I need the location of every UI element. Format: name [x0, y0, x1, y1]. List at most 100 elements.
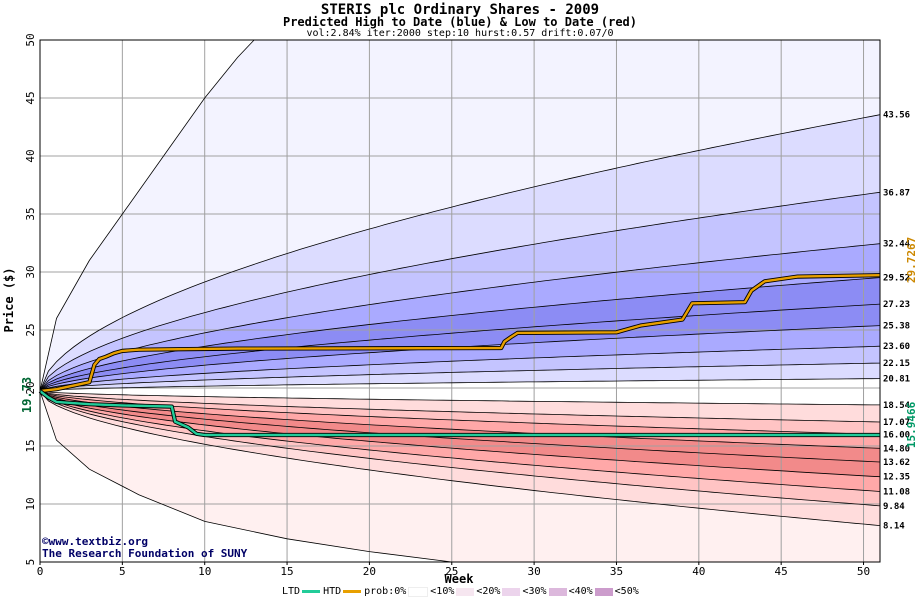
right-label: 12.35	[883, 473, 910, 483]
upper-envelope-1	[39, 191, 881, 392]
series-lines	[38, 273, 881, 438]
x-tick-label: 20	[363, 565, 376, 578]
lower-band-1	[40, 391, 880, 435]
y-tick-label: 40	[24, 149, 37, 162]
right-label: 17.07	[883, 418, 910, 428]
lower-envelope-4	[39, 390, 881, 463]
right-labels: 43.56 36.87 32.44 29.52 27.23 25.38 23.60 22.15…	[883, 111, 911, 532]
right-label: 20.81	[883, 375, 910, 385]
y-tick-label: 5	[24, 559, 37, 566]
legend-30-label: <30%	[522, 586, 547, 597]
credit-organization: The Research Foundation of SUNY	[42, 547, 248, 560]
legend-40-label: <40%	[568, 586, 593, 597]
x-tick-label: 40	[692, 565, 705, 578]
y-tick-label: 35	[24, 207, 37, 220]
plot-frame	[39, 39, 881, 563]
legend: LTD HTD prob:0% <10% <20% <30% <40% <50%	[282, 586, 639, 597]
lower-envelope-6	[39, 390, 881, 492]
probability-bands	[40, 40, 880, 562]
axes	[39, 39, 881, 563]
x-tick-label: 15	[280, 565, 293, 578]
legend-prob-label: prob:0%	[364, 586, 407, 597]
center-band	[40, 378, 880, 405]
current-low-label: 15.9466	[905, 401, 918, 448]
lower-envelope-0	[39, 390, 880, 406]
upper-band-0	[40, 114, 880, 392]
right-label: 22.15	[883, 359, 910, 369]
lower-envelope-7	[39, 390, 881, 507]
right-label: 29.52	[883, 274, 910, 284]
right-label: 11.08	[883, 487, 910, 497]
legend-30-swatch	[548, 587, 567, 596]
upper-band-4	[40, 304, 880, 392]
legend-10-swatch	[456, 587, 475, 596]
upper-envelope-0	[39, 114, 881, 392]
upper-band-7	[40, 363, 880, 392]
x-tick-label: 50	[857, 565, 870, 578]
outer-upper-curve	[39, 39, 255, 392]
start-price-label: 19.73	[20, 377, 34, 413]
upper-band-3	[40, 277, 880, 392]
outer-upper-band	[40, 40, 880, 392]
x-tick-label: 10	[198, 565, 211, 578]
lower-envelope-2	[39, 390, 881, 435]
legend-50-label: <50%	[614, 586, 639, 597]
legend-20-label: <20%	[476, 586, 501, 597]
lower-envelope-1	[39, 390, 881, 423]
legend-ltd-label: LTD	[282, 586, 301, 597]
right-label: 23.60	[883, 342, 910, 352]
x-tick-label: 45	[775, 565, 788, 578]
right-label: 27.23	[883, 300, 910, 310]
x-tick-label: 30	[527, 565, 540, 578]
legend-prob0-swatch	[408, 586, 429, 597]
lower-envelope-3	[39, 390, 881, 449]
upper-band-6	[40, 346, 880, 392]
y-tick-label: 20	[24, 381, 37, 394]
upper-envelope-8	[39, 378, 881, 392]
upper-envelope-7	[39, 362, 881, 392]
x-tick-label: 25	[445, 565, 458, 578]
chart-parameters: vol:2.84% iter:2000 step:10 hurst:0.57 d…	[306, 28, 614, 39]
y-tick-label: 10	[24, 497, 37, 510]
outer-lower-band	[40, 391, 880, 562]
y-tick-label: 45	[24, 91, 37, 104]
right-label: 25.38	[883, 322, 910, 332]
legend-10-label: <10%	[430, 586, 455, 597]
y-tick-label: 25	[24, 323, 37, 336]
lower-band-5	[40, 391, 880, 492]
upper-envelope-2	[39, 243, 881, 392]
htd-line	[39, 274, 881, 393]
credit-website: ©www.textbiz.org	[42, 535, 148, 548]
y-tick-label: 30	[24, 265, 37, 278]
right-label: 8.14	[883, 522, 905, 532]
x-axis-label: Week	[445, 572, 475, 586]
x-tick-label: 0	[37, 565, 44, 578]
x-tick-label: 5	[119, 565, 126, 578]
right-label: 14.80	[883, 444, 910, 454]
lower-band-0	[40, 391, 880, 422]
legend-ltd-swatch	[302, 590, 321, 593]
legend-htd-label: HTD	[323, 586, 342, 597]
x-tick-label: 35	[610, 565, 623, 578]
right-label: 36.87	[883, 188, 910, 198]
right-label: 32.44	[883, 240, 911, 250]
legend-20-swatch	[502, 587, 521, 596]
ltd-line	[39, 390, 880, 437]
chart-title: STERIS plc Ordinary Shares - 2009	[320, 2, 600, 18]
lower-band-6	[40, 391, 880, 506]
chart-subtitle: Predicted High to Date (blue) & Low to D…	[282, 15, 637, 29]
legend-40-swatch	[594, 587, 613, 596]
right-label: 9.84	[883, 502, 905, 512]
upper-band-5	[40, 325, 880, 392]
legend-htd-swatch	[343, 590, 362, 593]
upper-envelope-4	[39, 303, 881, 392]
upper-band-2	[40, 243, 880, 392]
right-label: 16.00	[883, 430, 910, 440]
right-label: 13.62	[883, 458, 910, 468]
right-label: 43.56	[883, 111, 910, 121]
y-axis-label: Price ($)	[2, 267, 16, 332]
current-high-label: 29.7267	[905, 237, 918, 283]
right-label: 18.54	[883, 401, 911, 411]
lower-band-7	[40, 391, 880, 526]
